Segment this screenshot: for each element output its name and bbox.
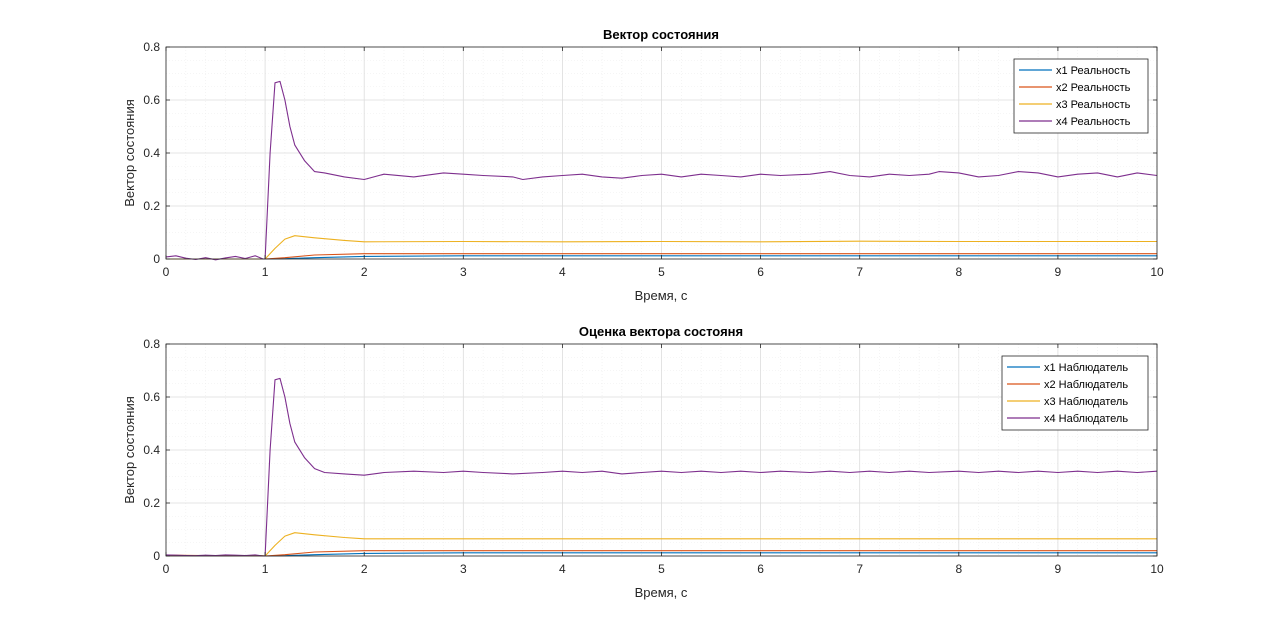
- x-axis-label: Время, с: [635, 288, 688, 303]
- x-tick-label: 7: [856, 562, 863, 576]
- x-axis-label: Время, с: [635, 585, 688, 600]
- chart-title: Вектор состояния: [603, 27, 719, 42]
- x-tick-label: 2: [361, 265, 368, 279]
- y-tick-label: 0.4: [143, 443, 160, 457]
- x-tick-label: 6: [757, 562, 764, 576]
- legend-label: x4 Реальность: [1056, 116, 1131, 128]
- subplot-state-vector: Вектор состояния Время, с Вектор состоян…: [122, 27, 1164, 303]
- y-tick-label: 0.2: [143, 199, 160, 213]
- y-tick-label: 0.8: [143, 40, 160, 54]
- x-tick-label: 1: [262, 562, 269, 576]
- y-axis-label: Вектор состояния: [122, 396, 137, 504]
- y-tick-label: 0.4: [143, 146, 160, 160]
- x-tick-label: 0: [163, 562, 170, 576]
- x-tick-label: 0: [163, 265, 170, 279]
- x-tick-label: 3: [460, 562, 467, 576]
- x-tick-label: 1: [262, 265, 269, 279]
- y-axis-label: Вектор состояния: [122, 99, 137, 207]
- x-tick-label: 7: [856, 265, 863, 279]
- legend-label: x2 Реальность: [1056, 82, 1131, 94]
- x-tick-label: 9: [1055, 562, 1062, 576]
- legend: x1 Реальность x2 Реальность x3 Реальность x…: [1013, 58, 1149, 134]
- x-tick-label: 6: [757, 265, 764, 279]
- legend-label: x2 Наблюдатель: [1044, 379, 1128, 391]
- x-tick-label: 8: [955, 562, 962, 576]
- x-tick-label: 2: [361, 562, 368, 576]
- x-tick-label: 5: [658, 265, 665, 279]
- legend-label: x4 Наблюдатель: [1044, 413, 1128, 425]
- x-tick-label: 10: [1150, 265, 1164, 279]
- y-tick-label: 0.6: [143, 390, 160, 404]
- y-tick-label: 0: [153, 549, 160, 563]
- legend-label: x3 Реальность: [1056, 99, 1131, 111]
- legend: x1 Наблюдатель x2 Наблюдатель x3 Наблюдате…: [1001, 355, 1149, 431]
- x-tick-label: 4: [559, 562, 566, 576]
- x-tick-label: 8: [955, 265, 962, 279]
- x-tick-label: 9: [1055, 265, 1062, 279]
- y-tick-label: 0.2: [143, 496, 160, 510]
- y-tick-label: 0.6: [143, 93, 160, 107]
- legend-label: x3 Наблюдатель: [1044, 396, 1128, 408]
- x-tick-label: 10: [1150, 562, 1164, 576]
- x-tick-label: 4: [559, 265, 566, 279]
- subplot-state-estimate: Оценка вектора состояня Время, с Вектор …: [122, 324, 1164, 600]
- x-tick-label: 5: [658, 562, 665, 576]
- legend-label: x1 Наблюдатель: [1044, 362, 1128, 374]
- chart-title: Оценка вектора состояня: [579, 324, 743, 339]
- legend-label: x1 Реальность: [1056, 65, 1131, 77]
- x-tick-label: 3: [460, 265, 467, 279]
- y-tick-label: 0: [153, 252, 160, 266]
- y-tick-label: 0.8: [143, 337, 160, 351]
